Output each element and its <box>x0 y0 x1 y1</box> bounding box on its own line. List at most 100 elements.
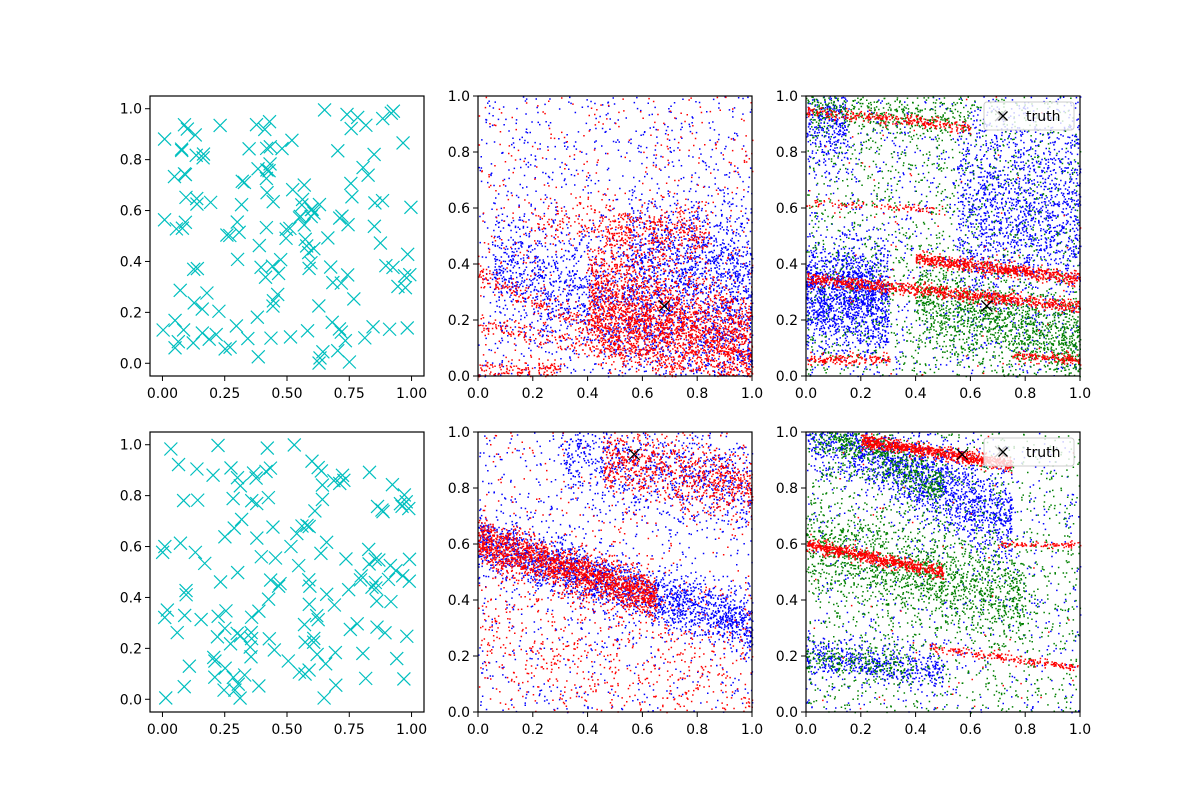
scatter-point <box>190 462 204 476</box>
scatter-point <box>211 438 225 453</box>
scatter-point <box>259 464 273 479</box>
y-tick-label: 0.8 <box>776 481 798 497</box>
scatter-point <box>249 496 264 511</box>
scatter-point <box>294 198 309 212</box>
scatter-point <box>157 610 172 625</box>
legend-box <box>983 437 1075 467</box>
scatter-point <box>230 626 245 641</box>
subplot-bottom-right: 0.0 0.2 0.4 0.6 0.8 1.0 0.0 0.2 0.4 0.6 0.8 1.0 tru… <box>776 425 1091 738</box>
y-tick-label: 1.0 <box>120 438 142 454</box>
scatter-point <box>266 194 281 209</box>
scatter-point <box>395 568 410 583</box>
legend-box <box>983 101 1075 131</box>
truth-marker <box>658 300 671 312</box>
scatter-point <box>400 247 415 262</box>
scatter-point <box>218 342 233 356</box>
scatter-point <box>261 592 276 607</box>
x-tick-label: 0.2 <box>850 386 872 402</box>
y-tick-label: 1.0 <box>776 425 798 441</box>
scatter-point <box>179 587 194 602</box>
scatter-point <box>242 141 257 156</box>
x-tick-label: 0.2 <box>850 722 872 738</box>
scatter-point <box>254 260 268 275</box>
y-tick-label: 1.0 <box>448 425 470 441</box>
series-green <box>806 96 1082 378</box>
scatter-point <box>319 535 334 550</box>
scatter-point <box>213 575 228 589</box>
scatter-point <box>292 665 307 680</box>
scatter-point <box>330 343 345 358</box>
y-tick-label: 0.4 <box>448 257 470 273</box>
scatter-point <box>174 142 189 157</box>
y-tick-label: 0.0 <box>776 369 798 385</box>
scatter-point <box>259 220 274 235</box>
x-tick-label: 0.6 <box>959 722 981 738</box>
scatter-point <box>356 160 370 175</box>
scatter-point <box>273 576 287 591</box>
scatter-point <box>311 612 326 627</box>
scatter-point <box>209 327 224 342</box>
scatter-point <box>397 268 412 283</box>
legend-label: truth <box>1026 109 1060 125</box>
x-tick-label: 0.0 <box>795 722 817 738</box>
scatter-point <box>336 473 351 488</box>
scatter-point <box>297 178 312 192</box>
scatter-point <box>168 340 182 355</box>
scatter-point <box>284 539 298 554</box>
scatter-point <box>400 320 415 335</box>
x-tick-label: 0.75 <box>334 386 365 402</box>
scatter-point <box>357 330 372 345</box>
scatter-point <box>223 636 238 651</box>
scatter-point <box>327 473 341 488</box>
scatter-point <box>369 581 383 595</box>
scatter-point <box>190 493 205 508</box>
scatter-point <box>305 454 319 469</box>
x-tick-label: 0.75 <box>334 722 365 738</box>
scatter-point <box>358 671 373 686</box>
truth-marker <box>980 300 993 312</box>
scatter-point <box>350 110 365 125</box>
y-tick-label: 0.0 <box>120 356 142 372</box>
scatter-point <box>353 572 368 587</box>
x-tick-label: 0.6 <box>631 722 653 738</box>
scatter-point <box>257 122 272 137</box>
x-tick-label: 0.0 <box>467 386 489 402</box>
scatter-point <box>270 287 285 302</box>
scatter-point <box>207 670 222 685</box>
scatter-point <box>234 512 249 527</box>
y-tick-label: 0.2 <box>448 649 470 665</box>
scatter-point <box>299 239 314 253</box>
scatter-point <box>283 330 298 344</box>
scatter-point <box>231 677 246 692</box>
scatter-point <box>328 678 343 693</box>
scatter-point <box>295 519 309 533</box>
scatter-point <box>207 654 222 668</box>
scatter-point <box>275 141 289 156</box>
scatter-point <box>188 545 203 560</box>
scatter-point <box>355 646 370 661</box>
scatter-point <box>260 441 275 455</box>
scatter-point <box>367 219 382 234</box>
scatter-point <box>244 610 259 625</box>
scatter-point <box>230 565 245 580</box>
top-left-points <box>156 102 418 370</box>
scatter-point <box>344 121 359 136</box>
scatter-point <box>244 631 259 646</box>
scatter-point <box>219 603 233 618</box>
scatter-point <box>190 261 205 276</box>
scatter-point <box>375 193 390 208</box>
scatter-point <box>223 340 238 355</box>
scatter-point <box>313 351 327 365</box>
scatter-point <box>219 228 234 242</box>
x-tick-label: 0.8 <box>1014 386 1036 402</box>
scatter-point <box>391 279 405 294</box>
scatter-point <box>174 143 189 158</box>
scatter-point <box>157 212 172 227</box>
scatter-point <box>402 552 417 567</box>
scatter-point <box>302 261 317 276</box>
x-tick-label: 1.0 <box>741 722 763 738</box>
top-middle-points <box>478 96 754 378</box>
scatter-point <box>345 189 359 204</box>
scatter-point <box>173 283 188 298</box>
scatter-point <box>306 631 321 646</box>
